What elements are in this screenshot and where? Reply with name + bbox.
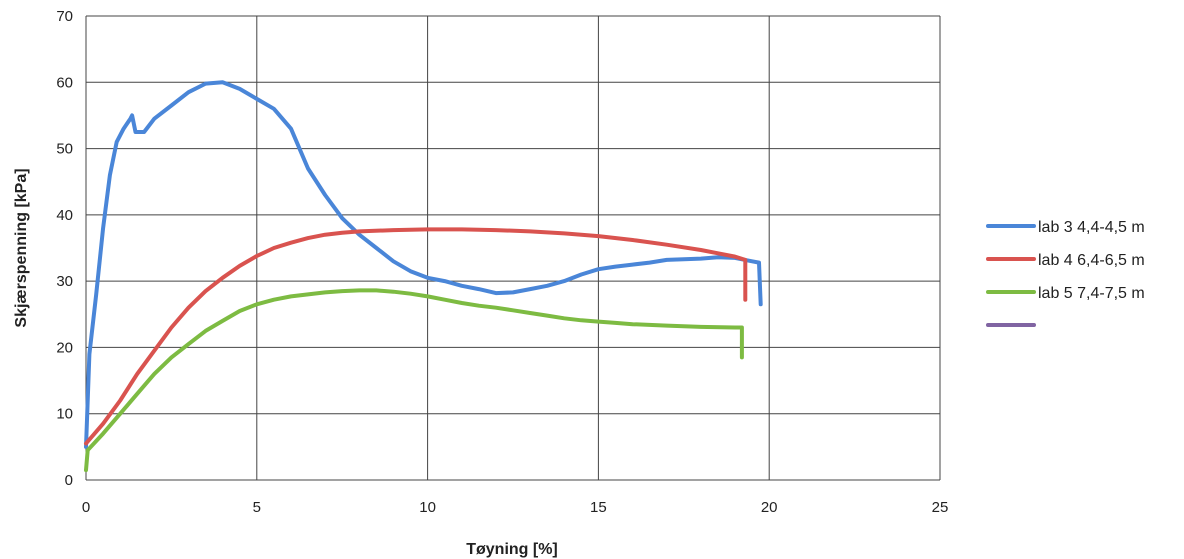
y-tick-label: 40 xyxy=(56,207,73,224)
y-tick-label: 0 xyxy=(65,472,73,489)
series-line-2 xyxy=(84,227,748,446)
legend-label: lab 4 6,4-6,5 m xyxy=(1038,252,1145,269)
x-axis-title: Tøyning [%] xyxy=(466,541,558,558)
legend-label: lab 3 4,4-4,5 m xyxy=(1038,219,1145,236)
series-line-1 xyxy=(84,80,763,449)
legend: lab 3 4,4-4,5 m lab 4 6,4-6,5 m lab 5 7,4-… xyxy=(986,219,1145,327)
x-tick-label: 25 xyxy=(932,499,949,516)
x-tick-label: 20 xyxy=(761,499,778,516)
series-line-3 xyxy=(84,288,744,473)
x-tick-label: 10 xyxy=(419,499,436,516)
x-tick-label: 5 xyxy=(253,499,261,516)
legend-label: lab 5 7,4-7,5 m xyxy=(1038,285,1145,302)
grid xyxy=(85,15,941,481)
y-axis-title: Skjærspenning [kPa] xyxy=(13,168,30,327)
y-tick-label: 20 xyxy=(56,339,73,356)
x-tick-label: 15 xyxy=(590,499,607,516)
series-lines xyxy=(84,80,763,473)
y-tick-label: 10 xyxy=(56,406,73,423)
y-tick-label: 70 xyxy=(56,8,73,25)
y-tick-label: 30 xyxy=(56,273,73,290)
y-tick-label: 60 xyxy=(56,74,73,91)
x-tick-label: 0 xyxy=(82,499,90,516)
tick-labels: 0 10 20 30 40 50 60 70 0 5 10 15 20 25 xyxy=(56,8,948,516)
y-tick-label: 50 xyxy=(56,141,73,158)
